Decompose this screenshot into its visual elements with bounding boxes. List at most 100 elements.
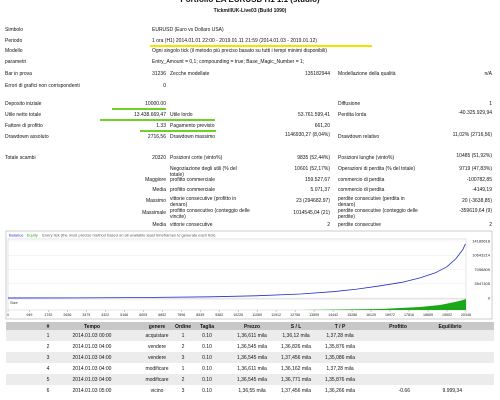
table-cell: 1,36,771 mila xyxy=(280,376,312,383)
legend-item: Balance xyxy=(9,233,24,238)
table-cell: 9.999,34 xyxy=(442,387,462,394)
stat-label: Negoziazione degli utili (% del totale) xyxy=(170,166,237,178)
x-tick-label: 4322 xyxy=(101,313,109,317)
column-header: Prezzo xyxy=(243,323,261,330)
column-header: Profitto xyxy=(389,323,407,330)
x-tick-label: 18659 xyxy=(423,313,433,317)
stat-value: 9835 (52,44%) xyxy=(297,155,330,161)
table-cell: -0.66 xyxy=(398,387,410,394)
x-tick-label: 3479 xyxy=(82,313,90,317)
table-cell: 1,36,545 mila xyxy=(236,343,268,350)
stat-value: 159.527,67 xyxy=(304,177,330,183)
stat-value: -359619,64 (9) xyxy=(459,208,492,214)
table-cell: 0.10 xyxy=(202,387,212,394)
table-row xyxy=(6,363,494,374)
stat-value: 5.071,37 xyxy=(310,187,330,193)
highlight xyxy=(112,108,166,110)
table-cell: 2014.01.03 04:00 xyxy=(72,376,112,383)
stat-value: n/A xyxy=(484,71,492,77)
table-cell: 2 xyxy=(181,376,185,383)
x-tick-label: 5166 xyxy=(120,313,128,317)
table-cell: 6 xyxy=(46,387,50,394)
table-cell: 1,36,12 mila xyxy=(282,332,310,339)
size-bars xyxy=(300,299,466,310)
x-tick-label: 8539 xyxy=(196,313,204,317)
table-cell: 3 xyxy=(46,354,50,361)
table-row xyxy=(6,374,494,385)
stat-value: 31236 xyxy=(152,71,166,77)
trades-table xyxy=(6,322,494,396)
stat-label: Errori di grafici non corrispondenti xyxy=(5,83,80,89)
table-cell: vendere xyxy=(147,343,167,350)
stat-value: 2716,56 xyxy=(147,134,166,140)
stat-label: Drawdown relativo xyxy=(338,134,380,140)
x-tick-label: 19502 xyxy=(442,313,452,317)
stat-value: -100782,85 xyxy=(466,177,492,183)
info-value: Entry_Amount = 0,1; compounding = true; … xyxy=(152,59,305,65)
x-tick-label: 949 xyxy=(26,313,32,317)
table-cell: 0.10 xyxy=(202,343,212,350)
legend-item: Every tick (the most precise method base… xyxy=(42,233,216,238)
x-tick-label: 11912 xyxy=(271,313,281,317)
table-cell: 1,36,162 mila xyxy=(280,365,312,372)
table-cell: 5 xyxy=(46,376,50,383)
x-tick-label: 11069 xyxy=(252,313,262,317)
column-header: T / P xyxy=(334,323,346,330)
x-tick-label: 1792 xyxy=(44,313,52,317)
x-tick-label: 17816 xyxy=(404,313,414,317)
table-cell: 1,35,876 mila xyxy=(324,343,356,350)
stat-label: profitto commerciale xyxy=(170,187,216,193)
stat-label: perdite consecutive (conteggio delle per… xyxy=(338,208,418,220)
stat-value: 0 xyxy=(163,83,166,89)
legend-item: Equity xyxy=(27,233,38,238)
table-cell: 1,37,456 mila xyxy=(280,387,312,394)
highlight xyxy=(150,45,372,47)
info-label: Periodo xyxy=(5,38,23,44)
stat-label: Bar in prova xyxy=(5,71,32,77)
x-tick-label: 7696 xyxy=(177,313,185,317)
stat-label: Posizioni lunghe (vinto%) xyxy=(338,155,395,161)
stat-label: Operazioni di perdita (% del totale) xyxy=(338,166,415,172)
size-label: Size xyxy=(10,300,19,305)
table-cell: 1,36,826 mila xyxy=(280,343,312,350)
table-cell: 1,36,55 mila xyxy=(238,387,266,394)
stat-value: 11,02% (2716,56) xyxy=(452,132,492,138)
table-cell: 1,35,086 mila xyxy=(324,354,356,361)
stat-value: 10601 (52,17%) xyxy=(294,166,330,172)
column-header: Ordine xyxy=(174,323,192,330)
table-row xyxy=(6,330,494,341)
y-tick-label: 0 xyxy=(488,295,491,300)
x-tick-label: 15286 xyxy=(347,313,357,317)
x-tick-label: 16972 xyxy=(385,313,395,317)
highlight xyxy=(100,119,215,121)
info-value: Ogni singolo tick (il metodo più preciso… xyxy=(152,48,328,54)
column-header: # xyxy=(46,323,50,330)
stat-label: commercio di perdita xyxy=(338,177,385,183)
table-cell: 1,36,611 mila xyxy=(237,365,267,372)
stat-value: 20 (-3638,85) xyxy=(461,198,492,204)
table-cell: 0.10 xyxy=(202,376,212,383)
stat-label: Modellazione della qualità xyxy=(338,71,396,77)
table-cell: 0.10 xyxy=(202,365,212,372)
plot-area xyxy=(7,238,467,300)
stat-value: 2 xyxy=(327,222,330,228)
stat-value: 1146930,27 (8,04%) xyxy=(285,132,330,138)
stat-group: Media xyxy=(152,187,166,193)
table-cell: 2 xyxy=(46,343,50,350)
table-cell: 1,36,611 mila xyxy=(237,332,267,339)
column-header: Taglia xyxy=(199,323,215,330)
info-value: EURUSD (Euro vs Dollaro USA) xyxy=(152,27,224,33)
stat-value: 10485 (51,92%) xyxy=(456,153,492,159)
stat-label: perdite consecutive xyxy=(338,222,382,228)
stat-value: -4149,19 xyxy=(472,187,492,193)
table-cell: vicino xyxy=(150,387,164,394)
x-tick-label: 6009 xyxy=(139,313,147,317)
table-cell: 1,36,266 mila xyxy=(324,387,356,394)
table-cell: 1,36,545 mila xyxy=(236,354,268,361)
table-row xyxy=(6,341,494,352)
stat-value: 10000.00 xyxy=(145,101,166,107)
y-tick-label: 10643214 xyxy=(472,253,491,258)
table-cell: 1,37,456 mila xyxy=(280,354,312,361)
table-cell: 3 xyxy=(181,354,185,361)
